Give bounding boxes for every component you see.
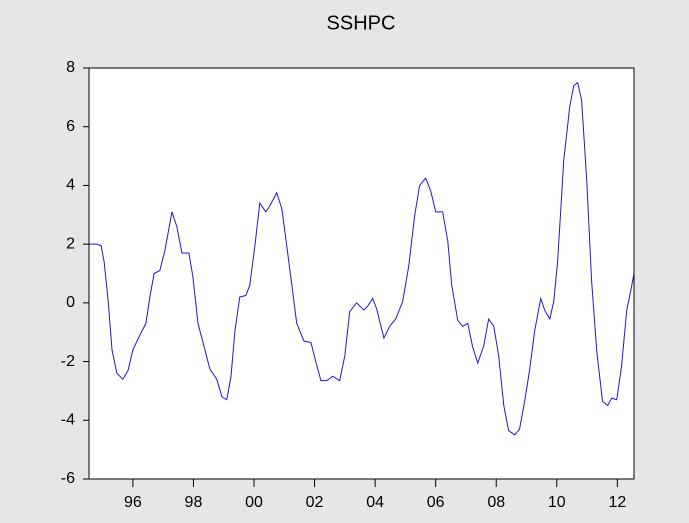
- x-tick-label: 02: [306, 494, 324, 511]
- x-tick-label: 98: [185, 494, 203, 511]
- plot-area: [88, 67, 635, 480]
- y-tick-label: -4: [61, 412, 75, 429]
- x-tick-label: 04: [366, 494, 384, 511]
- y-tick-label: 4: [66, 177, 75, 194]
- x-tick-label: 12: [608, 494, 626, 511]
- x-tick-label: 96: [124, 494, 142, 511]
- y-tick-label: 8: [66, 59, 75, 76]
- x-tick-label: 10: [548, 494, 566, 511]
- y-tick-label: -6: [61, 470, 75, 487]
- x-tick-label: 06: [427, 494, 445, 511]
- line-series: [89, 81, 635, 436]
- y-tick-label: 2: [66, 235, 75, 252]
- y-tick-label: 0: [66, 294, 75, 311]
- chart-title: SSHPC: [327, 12, 396, 34]
- y-tick-label: -2: [61, 353, 75, 370]
- y-tick-label: 6: [66, 118, 75, 135]
- x-tick-label: 00: [245, 494, 263, 511]
- x-tick-label: 08: [487, 494, 505, 511]
